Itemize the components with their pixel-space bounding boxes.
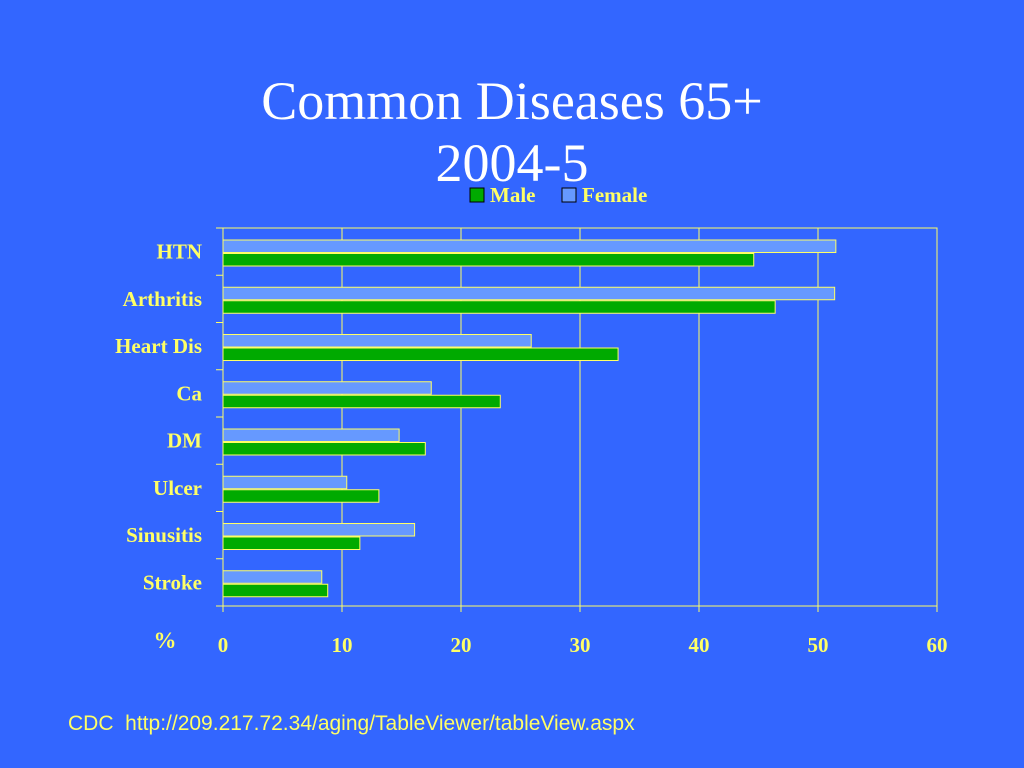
bar-female-sinusitis (222, 523, 416, 537)
source-citation: CDC http://209.217.72.34/aging/TableView… (68, 712, 635, 735)
x-tick-label-50: 50 (808, 633, 829, 657)
bar-male-ulcer (222, 489, 380, 503)
chart-title-line-2: 2004-5 (435, 133, 589, 193)
x-tick-label-40: 40 (689, 633, 710, 657)
legend-swatch-male (469, 187, 485, 203)
x-tick-label-60: 60 (927, 633, 948, 657)
bar-male-arthritis (222, 300, 776, 314)
bar-male-stroke (222, 583, 329, 598)
bar-female-dm (222, 428, 400, 442)
bar-female-htn (222, 239, 837, 253)
category-label-ca: Ca (176, 381, 202, 405)
bar-male-ca (222, 394, 501, 409)
category-label-arthritis: Arthritis (123, 287, 202, 311)
x-axis-label: % (154, 628, 177, 653)
chart-title-line-1: Common Diseases 65+ (261, 71, 763, 131)
category-label-htn: HTN (156, 240, 202, 264)
bar-female-ulcer (222, 475, 348, 490)
x-tick-label-0: 0 (218, 633, 229, 657)
x-tick-label-30: 30 (570, 633, 591, 657)
category-label-stroke: Stroke (143, 570, 202, 594)
bar-female-stroke (222, 570, 323, 584)
category-label-heart-dis: Heart Dis (115, 334, 202, 358)
bar-male-htn (222, 253, 755, 267)
legend-label-male: Male (490, 183, 535, 207)
category-label-dm: DM (167, 429, 202, 453)
legend-swatch-female (561, 187, 577, 203)
bar-female-ca (222, 381, 432, 395)
bar-male-sinusitis (222, 536, 361, 550)
bar-female-heart-dis (222, 334, 532, 348)
chart-title: Common Diseases 65+ 2004-5 (0, 70, 1024, 194)
x-tick-label-20: 20 (451, 633, 472, 657)
bar-female-arthritis (222, 286, 836, 301)
x-tick-label-10: 10 (332, 633, 353, 657)
category-label-sinusitis: Sinusitis (126, 523, 202, 547)
legend-label-female: Female (582, 183, 647, 207)
bar-male-heart-dis (222, 347, 619, 361)
category-label-ulcer: Ulcer (153, 476, 202, 500)
bar-male-dm (222, 442, 426, 456)
